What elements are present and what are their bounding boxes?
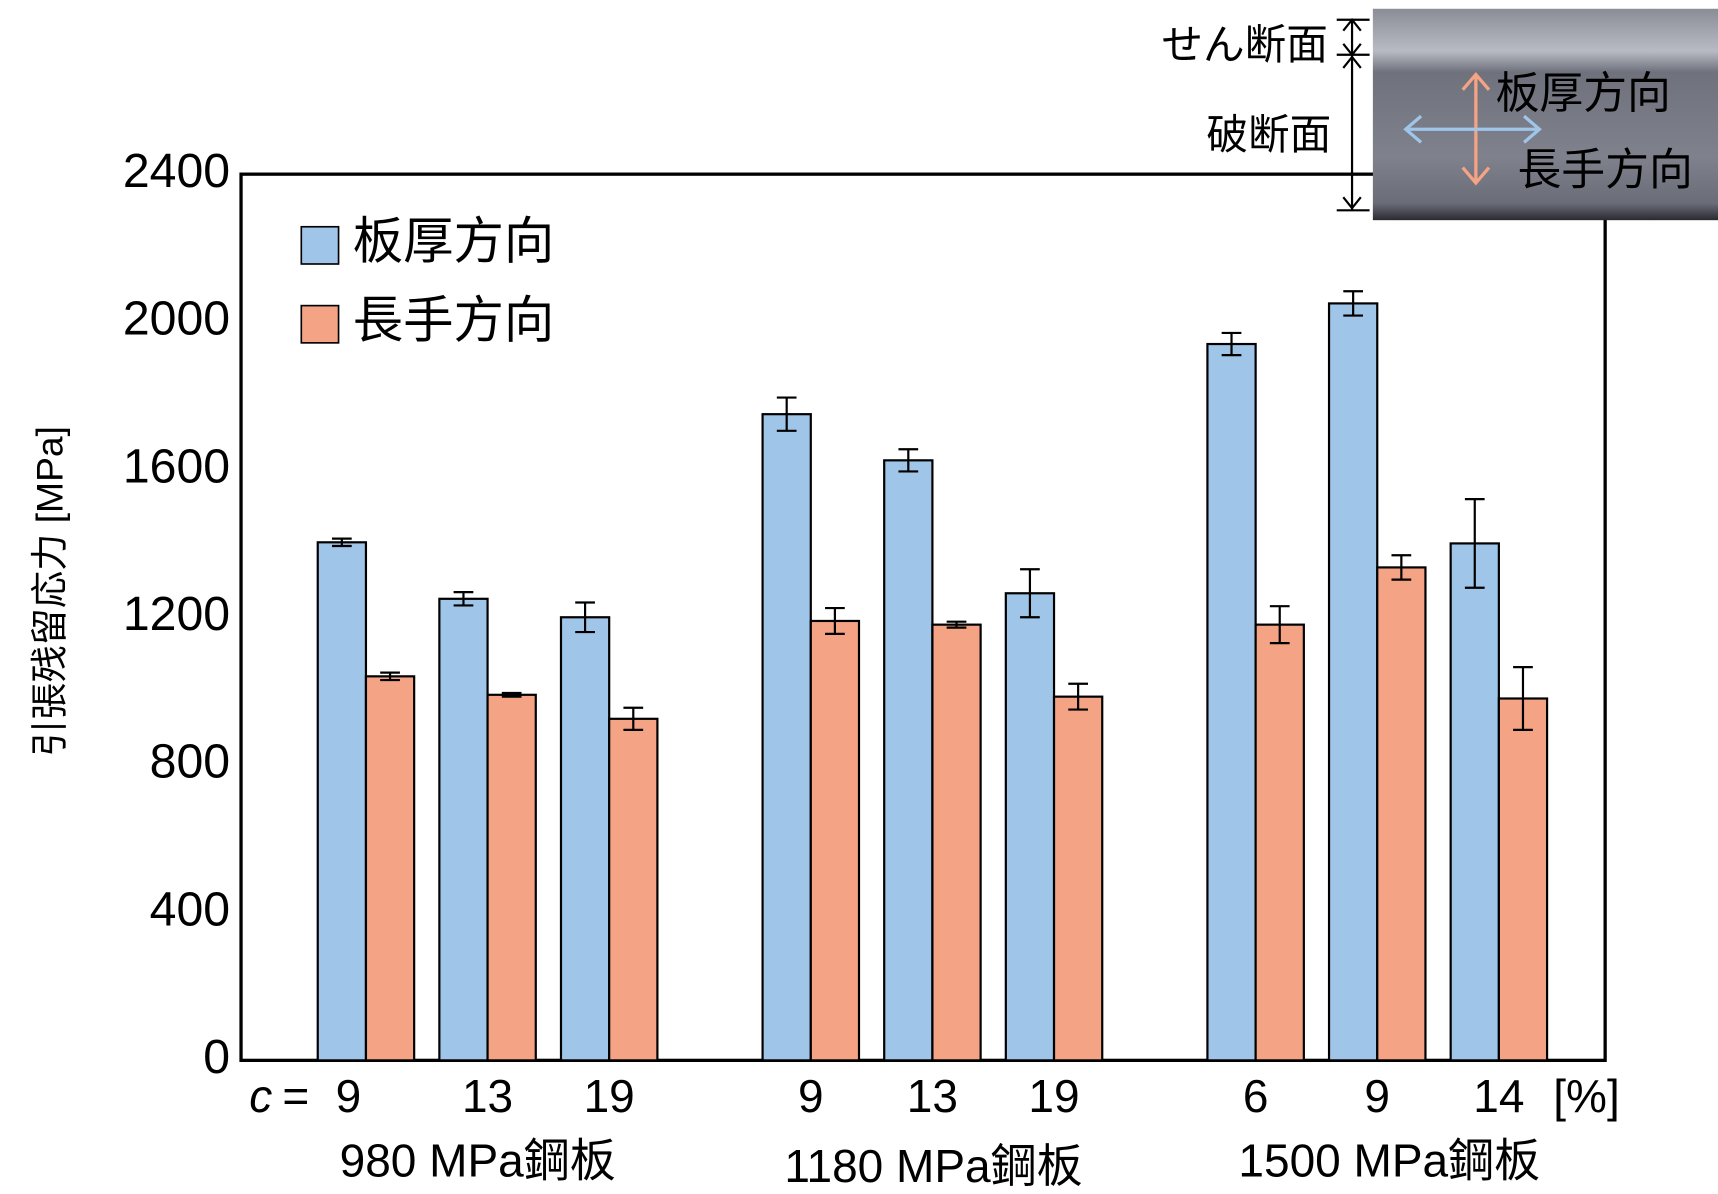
x-tick-label: 19 — [1028, 1070, 1079, 1122]
bar — [439, 599, 487, 1061]
bar — [1256, 625, 1304, 1061]
bar — [1499, 698, 1547, 1060]
bar — [366, 676, 414, 1060]
x-tick-label: 13 — [462, 1070, 513, 1122]
x-tick-label: 9 — [798, 1070, 824, 1122]
inset: せん断面 破断面 板厚方向 長手方向 — [1161, 9, 1718, 220]
x-prefix: c — [249, 1070, 272, 1122]
bar — [1054, 697, 1102, 1061]
x-prefix-sign: = — [282, 1070, 309, 1122]
bar — [609, 719, 657, 1061]
x-tick-label: 13 — [907, 1070, 958, 1122]
chart: 引張残留応力 [MPa] せん断面 破断面 板厚方向 長手方向 0 400 800 1… — [0, 0, 1718, 1194]
y-axis-label: 引張残留応力 [MPa] — [28, 426, 70, 757]
legend-label: 長手方向 — [353, 292, 555, 349]
x-tick-label: 9 — [1364, 1070, 1390, 1122]
inset-label: せん断面 — [1161, 21, 1328, 68]
legend-swatch — [301, 227, 338, 264]
x-unit: [%] — [1553, 1070, 1619, 1122]
bar — [884, 460, 932, 1060]
bar — [1451, 543, 1499, 1060]
x-tick-label: 6 — [1243, 1070, 1269, 1122]
legend-label: 板厚方向 — [353, 213, 555, 270]
x-tick-label: 19 — [584, 1070, 635, 1122]
y-tick-label: 1600 — [123, 439, 230, 493]
inset-label: 板厚方向 — [1496, 69, 1671, 118]
bar — [488, 695, 536, 1061]
inset-label: 長手方向 — [1517, 146, 1692, 195]
bar — [1006, 593, 1054, 1060]
y-tick-label: 1200 — [123, 587, 230, 641]
bar — [561, 617, 609, 1060]
y-tick-label: 2400 — [123, 144, 230, 198]
bar — [1207, 344, 1255, 1060]
bar — [318, 542, 366, 1060]
y-tick-label: 800 — [150, 735, 230, 789]
inset-label: 破断面 — [1206, 111, 1331, 158]
legend-swatch — [301, 306, 338, 343]
bar — [811, 621, 859, 1060]
group-label: 1500 MPa鋼板 — [1238, 1135, 1540, 1187]
y-tick-label: 2000 — [123, 292, 230, 346]
bar — [763, 414, 811, 1060]
x-tick-label: 9 — [336, 1070, 362, 1122]
group-label: 1180 MPa鋼板 — [784, 1140, 1082, 1192]
x-tick-label: 14 — [1473, 1070, 1524, 1122]
group-label: 980 MPa鋼板 — [340, 1135, 616, 1187]
y-tick-label: 0 — [203, 1030, 230, 1084]
y-tick-label: 400 — [150, 882, 230, 936]
bar — [1377, 567, 1425, 1060]
bar — [932, 625, 980, 1061]
bar — [1329, 303, 1377, 1060]
